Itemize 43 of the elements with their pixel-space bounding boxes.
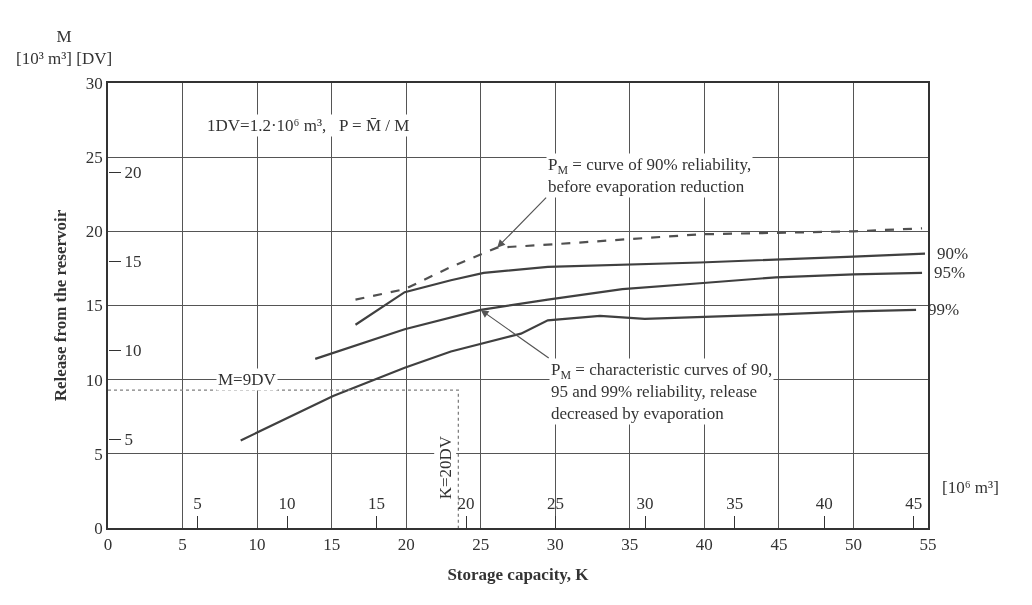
- x-tick-label: 30: [546, 535, 564, 555]
- series-label: 90%: [937, 244, 969, 263]
- text: [10⁶ m³]: [942, 478, 999, 497]
- x-tick-label: 55: [919, 535, 937, 555]
- x-tick-label: 25: [472, 535, 490, 555]
- y2-tick-label: 15: [124, 251, 142, 271]
- x2-tick-label: 40: [815, 494, 833, 514]
- x-tick-label: 50: [844, 535, 862, 555]
- x2-tick-label: 10: [278, 494, 296, 514]
- x2-tick-label: 20: [457, 494, 475, 514]
- series-label: 95%: [934, 263, 966, 282]
- y-tick-label: 30: [85, 73, 103, 93]
- annotation: M=9DV: [218, 370, 277, 389]
- line-series: [314, 271, 924, 360]
- y2-tick-label: 20: [124, 162, 142, 182]
- y-tick-label: 0: [94, 518, 103, 538]
- annotation: P$_{M}$ = characteristic curves of 90, 95 and 99% reliability, release decreased by evaporation: [551, 360, 773, 424]
- x-tick-label: 45: [770, 535, 788, 555]
- x-tick-label: 15: [323, 535, 341, 555]
- y-tick-label: 10: [85, 370, 103, 390]
- y2-tick-label: 5: [124, 429, 133, 449]
- x-tick-label: 40: [695, 535, 713, 555]
- line-series: [354, 252, 927, 326]
- x2-tick-label: 35: [726, 494, 744, 514]
- y-tick-label: 15: [85, 296, 103, 316]
- y2-tick-label: 10: [124, 340, 142, 360]
- y-tick-label: 25: [85, 148, 103, 168]
- x2-tick-label: 30: [636, 494, 654, 514]
- x-tick-label: 20: [397, 535, 415, 555]
- x2-tick-label: 15: [368, 494, 386, 514]
- x-tick-label: 10: [248, 535, 266, 555]
- annotation: 1DV=1.2·10⁶ m³, P = M̄ / M: [207, 116, 410, 135]
- annotation: K=20DV: [435, 435, 455, 500]
- x-axis-title: Storage capacity, K: [447, 565, 590, 585]
- y-tick-label: 5: [94, 444, 103, 464]
- x-tick-label: 35: [621, 535, 639, 555]
- y-axis-title: Release from the reservoir: [50, 209, 70, 402]
- x2-tick-label: 45: [905, 494, 923, 514]
- y-tick-label: 20: [85, 222, 103, 242]
- text: M [10³ m³] [DV]: [16, 27, 113, 69]
- annotation: P$_{M}$ = curve of 90% reliability, before evaporation reduction: [548, 155, 752, 197]
- x-tick-label: 5: [178, 535, 187, 555]
- x2-tick-label: 5: [193, 494, 202, 514]
